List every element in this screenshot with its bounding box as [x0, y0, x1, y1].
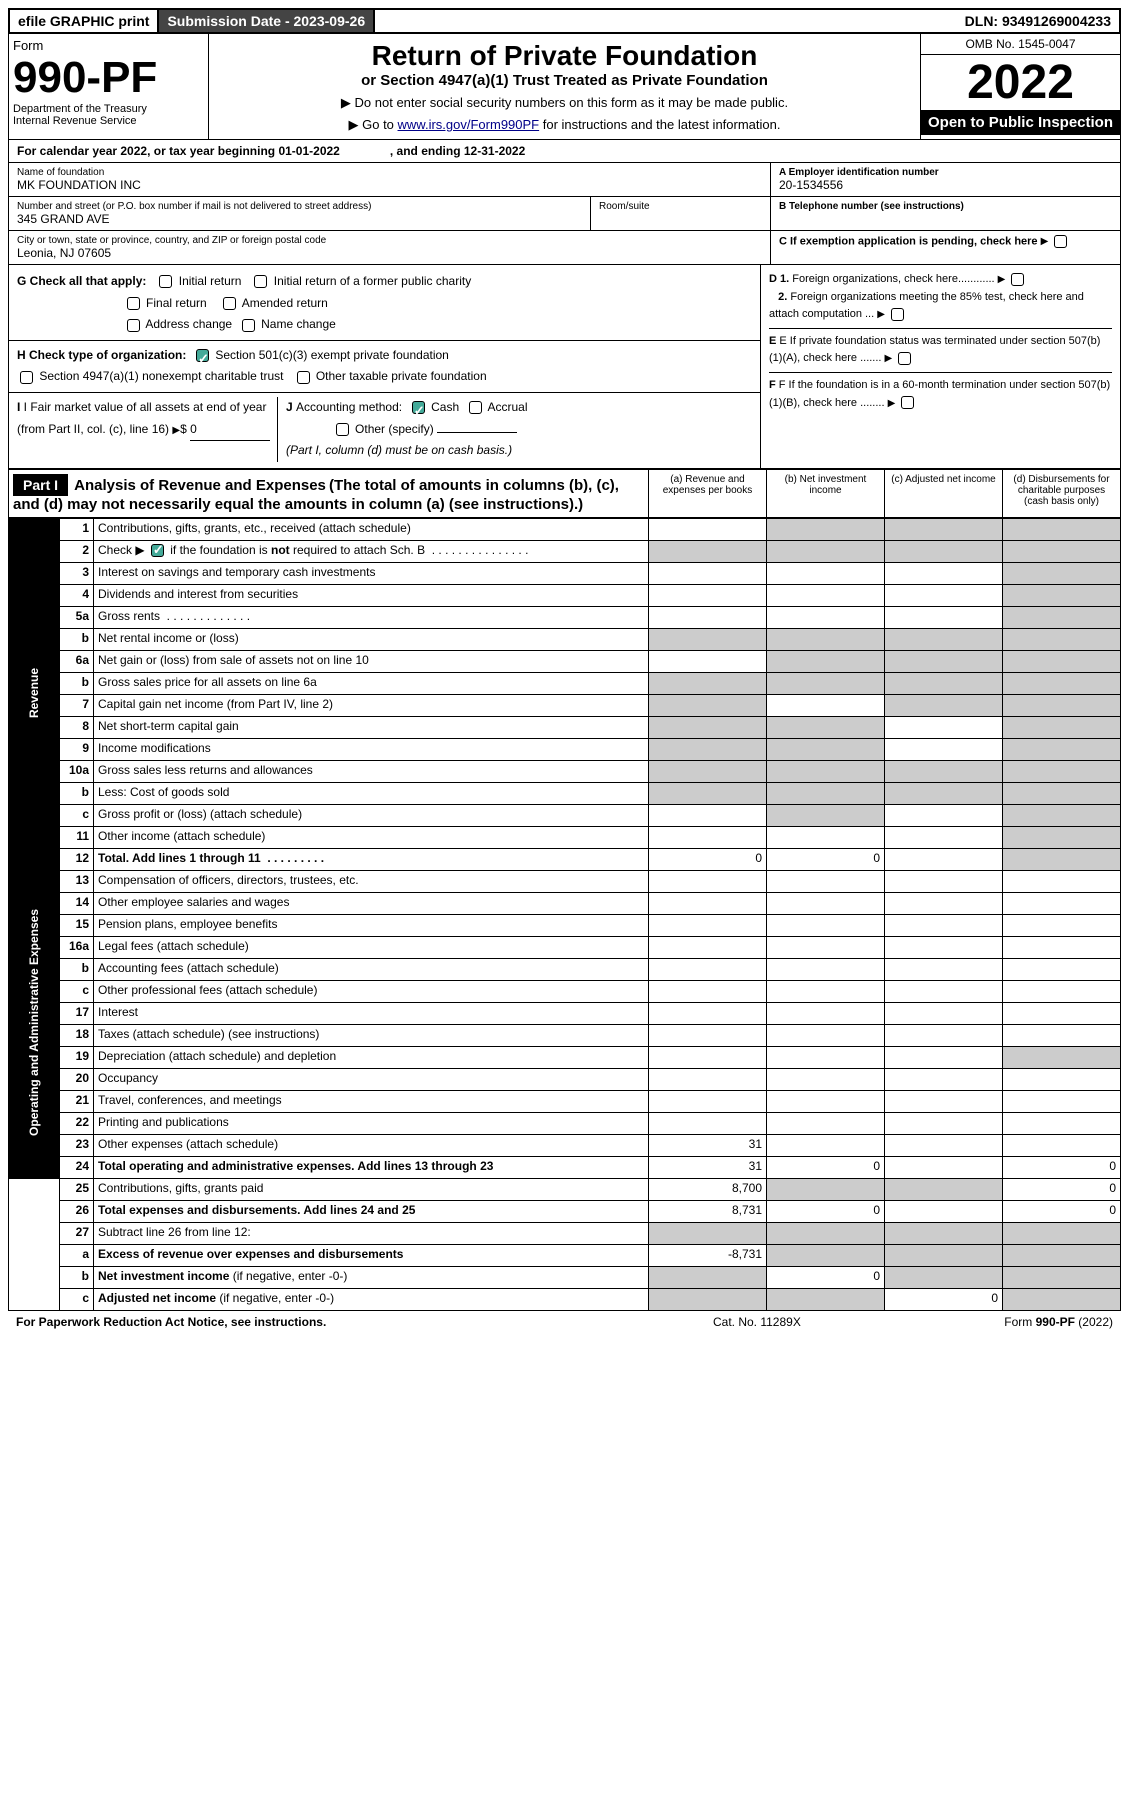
- foreign-85-checkbox[interactable]: [891, 308, 904, 321]
- dept-treasury: Department of the Treasury: [13, 103, 204, 115]
- part1-header: Part I Analysis of Revenue and Expenses …: [8, 469, 1121, 518]
- room-suite: Room/suite: [590, 197, 770, 230]
- foundation-name-row: Name of foundation MK FOUNDATION INC: [9, 163, 770, 197]
- header-mid: Return of Private Foundation or Section …: [209, 34, 920, 139]
- omb-number: OMB No. 1545-0047: [921, 34, 1120, 55]
- other-method-checkbox[interactable]: [336, 423, 349, 436]
- form-footer: For Paperwork Reduction Act Notice, see …: [8, 1311, 1121, 1333]
- address-row: Number and street (or P.O. box number if…: [9, 197, 590, 230]
- cat-no: Cat. No. 11289X: [713, 1315, 913, 1329]
- cash-checkbox[interactable]: [412, 401, 425, 414]
- name-change-checkbox[interactable]: [242, 319, 255, 332]
- final-return-checkbox[interactable]: [127, 297, 140, 310]
- initial-public-checkbox[interactable]: [254, 275, 267, 288]
- form-ref: Form 990-PF (2022): [913, 1315, 1113, 1329]
- 4947-checkbox[interactable]: [20, 371, 33, 384]
- form-title: Return of Private Foundation: [215, 40, 914, 72]
- header-left: Form 990-PF Department of the Treasury I…: [9, 34, 209, 139]
- part1-label: Part I: [13, 474, 68, 496]
- phone-row: B Telephone number (see instructions): [771, 197, 1120, 231]
- terminated-checkbox[interactable]: [898, 352, 911, 365]
- calendar-year-row: For calendar year 2022, or tax year begi…: [8, 140, 1121, 163]
- analysis-table: Revenue 1Contributions, gifts, grants, e…: [8, 518, 1121, 1311]
- expenses-vlabel: Operating and Administrative Expenses: [9, 870, 60, 1178]
- exemption-checkbox[interactable]: [1054, 235, 1067, 248]
- schb-checkbox[interactable]: [151, 544, 164, 557]
- submission-date: Submission Date - 2023-09-26: [159, 10, 375, 32]
- note-ssn: ▶ Do not enter social security numbers o…: [215, 95, 914, 111]
- foreign-org-checkbox[interactable]: [1011, 273, 1024, 286]
- top-bar: efile GRAPHIC print Submission Date - 20…: [8, 8, 1121, 34]
- info-grid: Name of foundation MK FOUNDATION INC Num…: [8, 163, 1121, 265]
- 60month-checkbox[interactable]: [901, 396, 914, 409]
- form-header: Form 990-PF Department of the Treasury I…: [8, 34, 1121, 140]
- open-public: Open to Public Inspection: [921, 110, 1120, 135]
- form-prefix: Form: [13, 38, 204, 53]
- efile-label: efile GRAPHIC print: [10, 10, 159, 32]
- revenue-vlabel: Revenue: [9, 518, 60, 870]
- col-b-header: (b) Net investment income: [766, 470, 884, 517]
- col-c-header: (c) Adjusted net income: [884, 470, 1002, 517]
- dln-label: DLN: 93491269004233: [957, 10, 1119, 32]
- header-right: OMB No. 1545-0047 2022 Open to Public In…: [920, 34, 1120, 139]
- 501c3-checkbox[interactable]: [196, 349, 209, 362]
- amended-return-checkbox[interactable]: [223, 297, 236, 310]
- initial-return-checkbox[interactable]: [159, 275, 172, 288]
- address-change-checkbox[interactable]: [127, 319, 140, 332]
- dept-irs: Internal Revenue Service: [13, 115, 204, 127]
- col-a-header: (a) Revenue and expenses per books: [648, 470, 766, 517]
- fmv-value: 0: [190, 419, 270, 442]
- note-link: ▶ Go to www.irs.gov/Form990PF for instru…: [215, 117, 914, 133]
- exemption-pending-row: C If exemption application is pending, c…: [771, 231, 1120, 252]
- ein-row: A Employer identification number 20-1534…: [771, 163, 1120, 197]
- form-number: 990-PF: [13, 53, 204, 103]
- check-section: G Check all that apply: Initial return I…: [8, 265, 1121, 469]
- col-d-header: (d) Disbursements for charitable purpose…: [1002, 470, 1120, 517]
- other-taxable-checkbox[interactable]: [297, 371, 310, 384]
- tax-year: 2022: [921, 55, 1120, 110]
- form-subtitle: or Section 4947(a)(1) Trust Treated as P…: [215, 72, 914, 89]
- paperwork-notice: For Paperwork Reduction Act Notice, see …: [16, 1315, 713, 1329]
- city-row: City or town, state or province, country…: [9, 231, 770, 264]
- irs-link[interactable]: www.irs.gov/Form990PF: [398, 117, 540, 132]
- accrual-checkbox[interactable]: [469, 401, 482, 414]
